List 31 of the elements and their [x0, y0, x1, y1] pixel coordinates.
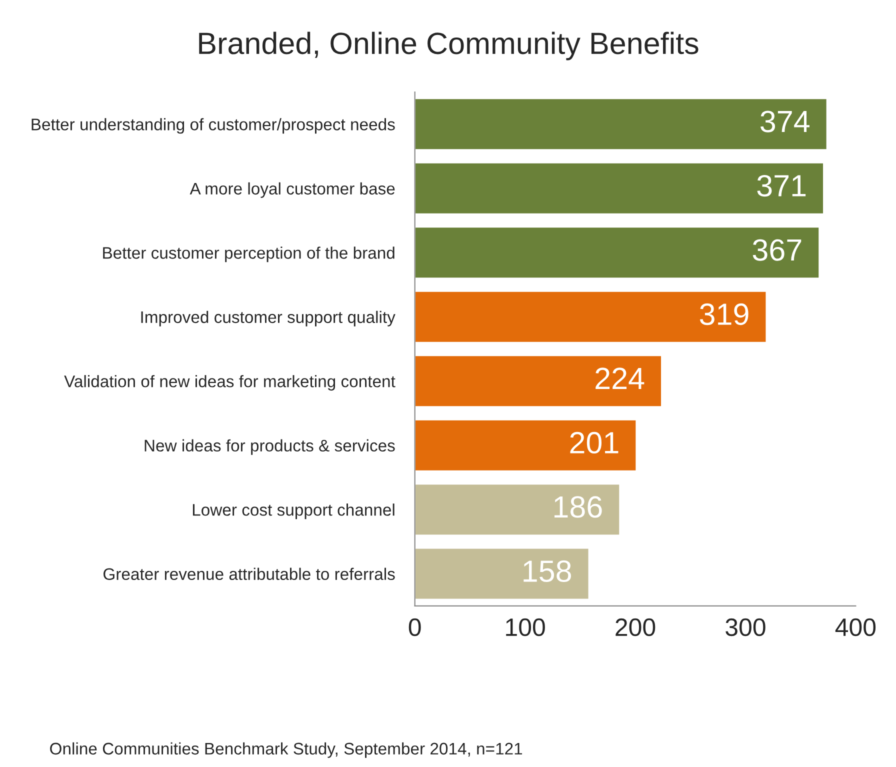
- data-label: 371: [757, 174, 806, 197]
- data-label: 201: [570, 432, 618, 454]
- data-label: 224: [596, 368, 644, 390]
- data-label: 374: [760, 110, 810, 132]
- y-tick-label: Lower cost support channel: [192, 504, 394, 520]
- y-tick-label: Better understanding of customer/prospect needs: [32, 118, 395, 134]
- y-tick-label: Better customer perception of the brand: [103, 246, 394, 262]
- chart-title: Branded, Online Community Benefits: [199, 32, 698, 60]
- y-tick-label: A more loyal customer base: [190, 182, 395, 198]
- y-tick-label: Validation of new ideas for marketing content: [64, 375, 396, 391]
- bar: [414, 98, 828, 151]
- bar: [414, 418, 638, 472]
- y-tick-label: Improved customer support quality: [141, 310, 396, 326]
- x-tick-label: 200: [616, 618, 656, 636]
- bar: [414, 547, 590, 600]
- text: Online Communities Benchmark Study, September 2014, n=121: [50, 742, 522, 758]
- data-label: 186: [554, 496, 602, 518]
- y-tick-label: Greater revenue attributable to referrals: [104, 568, 395, 580]
- bar: [414, 226, 820, 280]
- bar: [414, 162, 824, 215]
- x-tick-label: 400: [835, 618, 876, 636]
- x-tick-label: 0: [408, 618, 421, 636]
- y-tick-label: New ideas for products & services: [144, 439, 395, 455]
- x-tick-label: 300: [726, 618, 766, 636]
- bar: [414, 354, 662, 408]
- bar: [414, 483, 621, 536]
- data-label: 319: [700, 303, 748, 326]
- bar: [414, 290, 768, 344]
- x-tick-label: 100: [506, 618, 545, 636]
- data-label: 367: [752, 239, 802, 261]
- data-label: 158: [524, 560, 571, 582]
